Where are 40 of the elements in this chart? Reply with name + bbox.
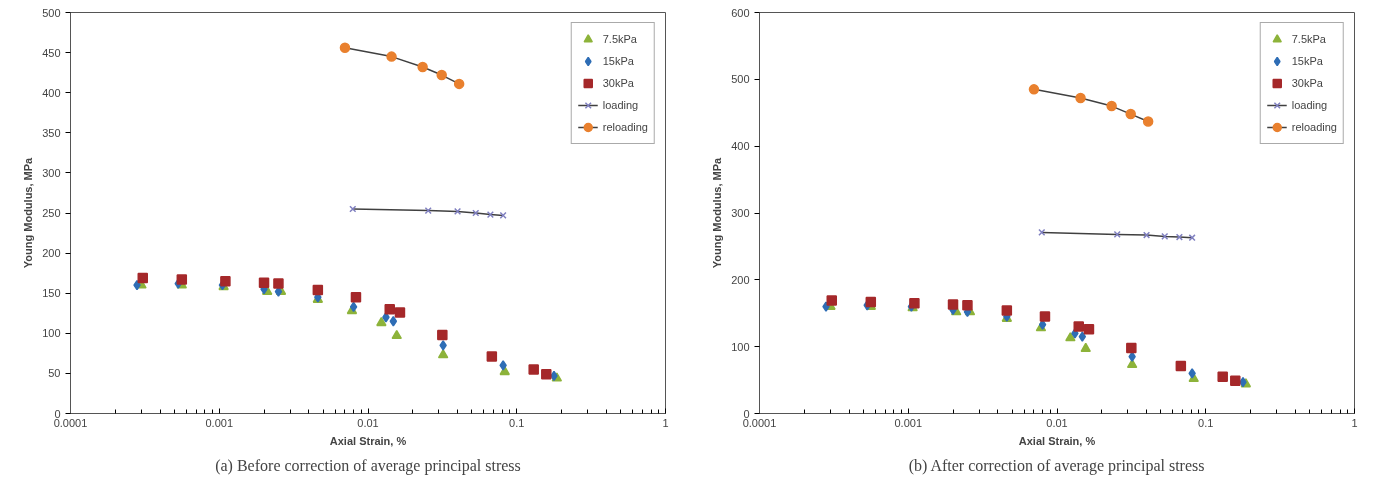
- legend-label: 15kPa: [602, 55, 634, 67]
- y-tick-label: 600: [731, 6, 750, 19]
- y-tick-label: 200: [731, 273, 750, 286]
- x-tick-label: 1: [662, 416, 669, 429]
- x-tick-label: 0.01: [1046, 416, 1068, 429]
- y-tick-label: 150: [42, 287, 61, 300]
- x-tick-label: 0.1: [1198, 416, 1214, 429]
- legend-label: 15kPa: [1291, 55, 1323, 67]
- y-tick-label: 300: [731, 207, 750, 219]
- x-tick-label: 0.01: [357, 416, 379, 429]
- y-tick-label: 500: [42, 6, 61, 19]
- legend-label: loading: [1291, 99, 1328, 111]
- legend-label: 30kPa: [602, 77, 634, 89]
- y-tick-label: 300: [42, 166, 61, 179]
- y-tick-label: 250: [42, 207, 61, 219]
- x-tick-label: 0.1: [509, 416, 525, 429]
- y-tick-label: 50: [48, 367, 61, 380]
- x-tick-label: 0.001: [205, 416, 234, 429]
- y-tick-label: 100: [42, 327, 61, 340]
- y-tick-label: 400: [42, 86, 61, 99]
- legend-label: 7.5kPa: [602, 33, 637, 45]
- y-tick-label: 400: [731, 140, 750, 153]
- legend-label: reloading: [602, 121, 648, 133]
- x-axis-title: Axial Strain, %: [329, 434, 407, 447]
- text: (b) After correction of average principal stress: [908, 456, 1205, 475]
- x-tick-label: 1: [1351, 416, 1358, 429]
- x-axis-title: Axial Strain, %: [1018, 434, 1096, 447]
- legend-label: reloading: [1291, 121, 1337, 133]
- y-tick-label: 500: [731, 73, 750, 86]
- y-axis-title: Young Modulus, MPa: [711, 156, 724, 269]
- y-tick-label: 200: [42, 247, 61, 260]
- legend-label: 30kPa: [1291, 77, 1323, 89]
- y-tick-label: 450: [42, 46, 61, 59]
- legend-label: 7.5kPa: [1291, 33, 1326, 45]
- y-axis-title: Young Modulus, MPa: [22, 156, 35, 269]
- legend-label: loading: [602, 99, 639, 111]
- y-tick-label: 100: [731, 340, 750, 353]
- y-tick-label: 350: [42, 126, 61, 139]
- x-tick-label: 0.001: [894, 416, 923, 429]
- text: (a) Before correction of average principal stress: [215, 456, 521, 475]
